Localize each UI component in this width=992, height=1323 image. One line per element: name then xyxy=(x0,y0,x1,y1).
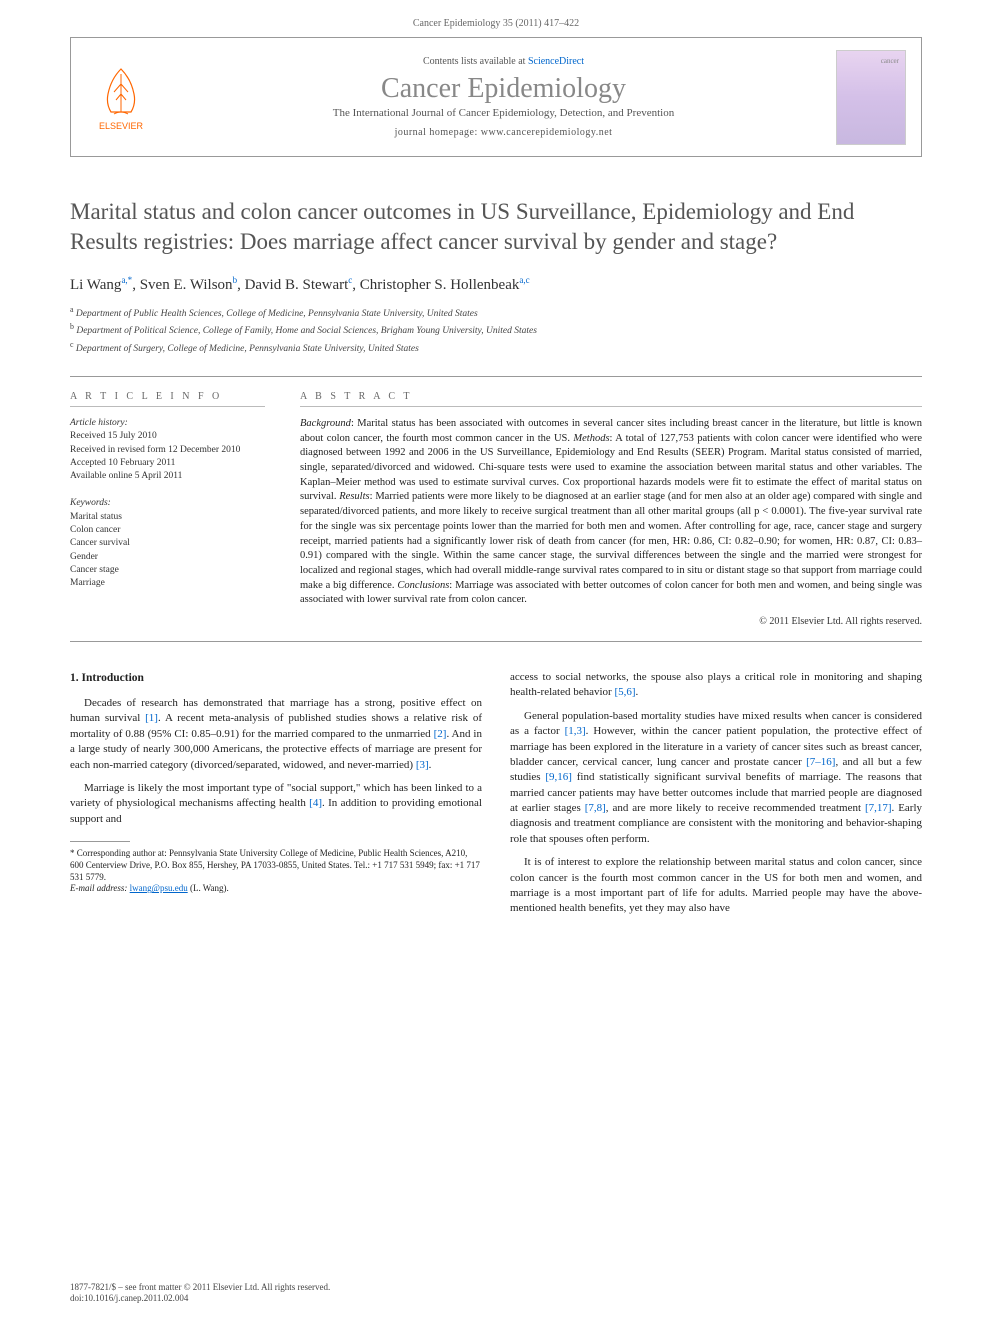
keyword: Marital status xyxy=(70,511,265,524)
affil-sup: b xyxy=(70,322,74,331)
keyword: Cancer survival xyxy=(70,537,265,550)
history-item: Available online 5 April 2011 xyxy=(70,470,265,483)
abstract-heading: A B S T R A C T xyxy=(300,391,922,407)
body-columns: 1. Introduction Decades of research has … xyxy=(70,670,922,925)
author: Sven E. Wilson xyxy=(140,277,233,293)
article-history: Article history: Received 15 July 2010 R… xyxy=(70,417,265,483)
history-item: Received in revised form 12 December 201… xyxy=(70,444,265,457)
author: Li Wang xyxy=(70,277,121,293)
keyword: Colon cancer xyxy=(70,524,265,537)
body-paragraph: access to social networks, the spouse al… xyxy=(510,670,922,701)
abstract-runin: Background xyxy=(300,418,351,429)
journal-cover-thumbnail xyxy=(836,50,906,145)
info-abstract-row: A R T I C L E I N F O Article history: R… xyxy=(70,376,922,642)
author-list: Li Wanga,*, Sven E. Wilsonb, David B. St… xyxy=(70,275,922,294)
journal-subtitle: The International Journal of Cancer Epid… xyxy=(171,107,836,119)
contents-prefix: Contents lists available at xyxy=(423,56,528,67)
abstract-runin: Conclusions xyxy=(397,580,449,591)
section-heading: 1. Introduction xyxy=(70,670,482,686)
keyword: Gender xyxy=(70,551,265,564)
contents-available-line: Contents lists available at ScienceDirec… xyxy=(171,56,836,67)
doi-line: doi:10.1016/j.canep.2011.02.004 xyxy=(70,1293,330,1305)
article-title: Marital status and colon cancer outcomes… xyxy=(70,197,922,257)
elsevier-label: ELSEVIER xyxy=(99,121,143,131)
author-sup: c xyxy=(348,275,352,285)
affiliations: a Department of Public Health Sciences, … xyxy=(70,304,922,356)
author-sup: a,* xyxy=(121,275,132,285)
abstract-runin: Results xyxy=(339,491,369,502)
history-item: Received 15 July 2010 xyxy=(70,430,265,443)
history-label: Article history: xyxy=(70,417,265,430)
right-column: access to social networks, the spouse al… xyxy=(510,670,922,925)
keywords-block: Keywords: Marital status Colon cancer Ca… xyxy=(70,497,265,590)
corresponding-author-footnote: * Corresponding author at: Pennsylvania … xyxy=(70,848,482,895)
keyword: Cancer stage xyxy=(70,564,265,577)
author-sup: a,c xyxy=(519,275,529,285)
left-column: 1. Introduction Decades of research has … xyxy=(70,670,482,925)
history-item: Accepted 10 February 2011 xyxy=(70,457,265,470)
elsevier-logo: ELSEVIER xyxy=(86,52,156,142)
author: Christopher S. Hollenbeak xyxy=(360,277,520,293)
abstract-copyright: © 2011 Elsevier Ltd. All rights reserved… xyxy=(300,616,922,627)
abstract-part: : Married patients were more likely to b… xyxy=(300,491,922,590)
keywords-label: Keywords: xyxy=(70,497,265,510)
author-sup: b xyxy=(233,275,238,285)
abstract-text: Background: Marital status has been asso… xyxy=(300,417,922,608)
article-info-column: A R T I C L E I N F O Article history: R… xyxy=(70,377,280,641)
footnote-rule xyxy=(70,841,130,842)
issn-line: 1877-7821/$ – see front matter © 2011 El… xyxy=(70,1282,330,1294)
journal-name: Cancer Epidemiology xyxy=(171,73,836,105)
masthead: ELSEVIER Contents lists available at Sci… xyxy=(70,37,922,157)
elsevier-tree-icon xyxy=(96,64,146,119)
keyword: Marriage xyxy=(70,577,265,590)
journal-homepage: journal homepage: www.cancerepidemiology… xyxy=(171,127,836,138)
body-paragraph: It is of interest to explore the relatio… xyxy=(510,855,922,917)
body-paragraph: Marriage is likely the most important ty… xyxy=(70,781,482,827)
email-label: E-mail address: xyxy=(70,883,127,893)
masthead-center: Contents lists available at ScienceDirec… xyxy=(171,56,836,138)
affiliation: Department of Public Health Sciences, Co… xyxy=(76,309,478,319)
email-suffix: (L. Wang). xyxy=(190,883,229,893)
author: David B. Stewart xyxy=(245,277,349,293)
affiliation: Department of Surgery, College of Medici… xyxy=(76,344,419,354)
email-link[interactable]: lwang@psu.edu xyxy=(130,883,188,893)
running-head: Cancer Epidemiology 35 (2011) 417–422 xyxy=(0,0,992,37)
affil-sup: a xyxy=(70,305,74,314)
body-paragraph: Decades of research has demonstrated tha… xyxy=(70,696,482,773)
affil-sup: c xyxy=(70,340,74,349)
page-footer: 1877-7821/$ – see front matter © 2011 El… xyxy=(70,1282,330,1305)
article-info-heading: A R T I C L E I N F O xyxy=(70,391,265,407)
body-paragraph: General population-based mortality studi… xyxy=(510,709,922,848)
footnote-text: * Corresponding author at: Pennsylvania … xyxy=(70,848,480,881)
sciencedirect-link[interactable]: ScienceDirect xyxy=(528,56,584,67)
abstract-runin: Methods xyxy=(573,433,609,444)
affiliation: Department of Political Science, College… xyxy=(76,326,537,336)
abstract-column: A B S T R A C T Background: Marital stat… xyxy=(280,377,922,641)
